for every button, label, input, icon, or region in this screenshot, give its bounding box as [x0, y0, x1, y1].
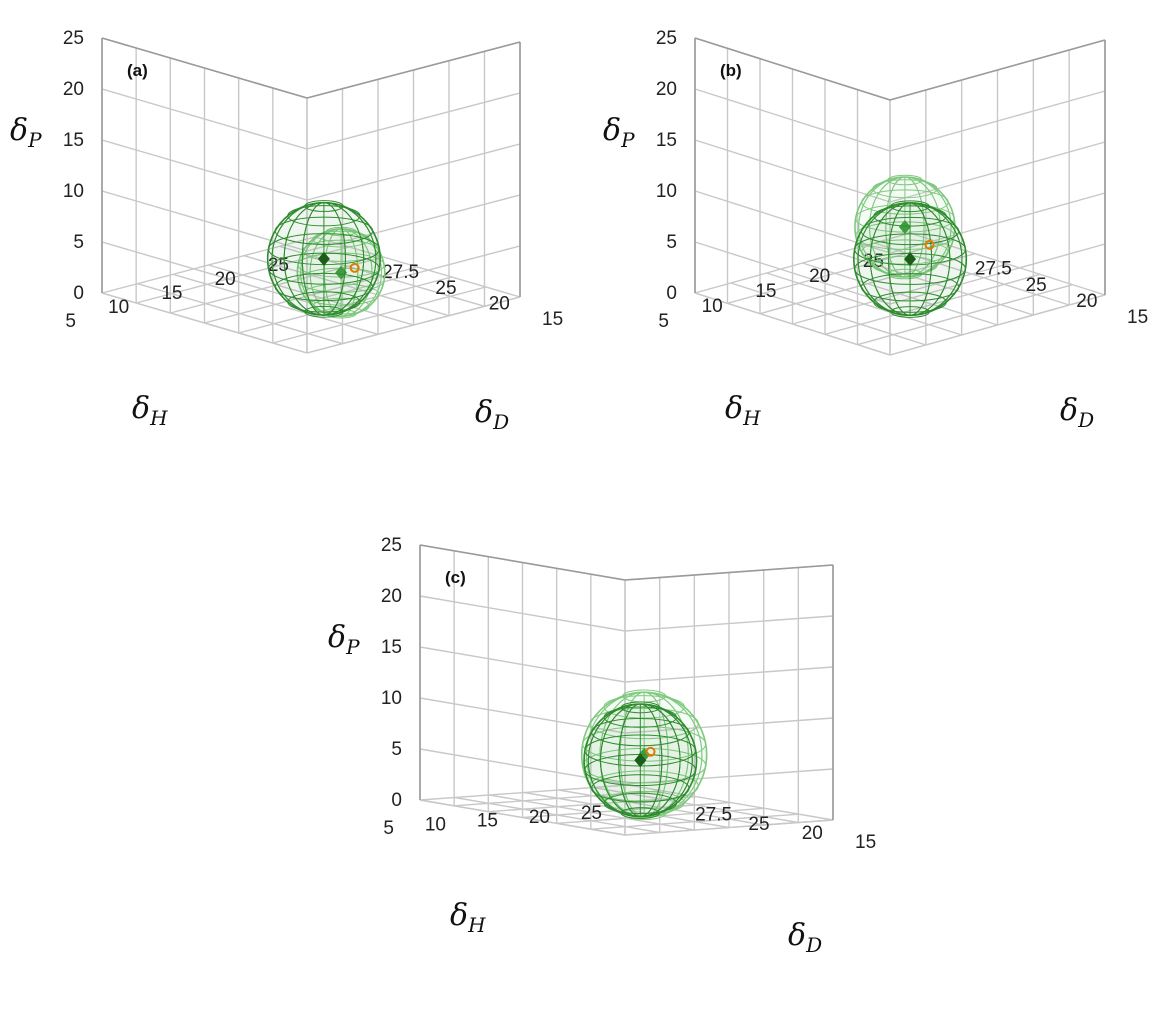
- tick-dp: 20: [63, 79, 84, 100]
- tick-dd: 25: [748, 814, 769, 835]
- sphere-dark: [266, 200, 381, 318]
- tick-dp: 5: [73, 232, 84, 253]
- tick-dd: 20: [1076, 291, 1097, 312]
- tick-dh: 15: [755, 281, 776, 302]
- tick-dd: 15: [1127, 307, 1148, 328]
- tick-dp: 0: [391, 790, 402, 811]
- tick-dh: 10: [425, 814, 446, 835]
- tick-dd: 25: [1026, 275, 1047, 296]
- tick-dh: 15: [477, 811, 498, 832]
- axis-label-dd: δD: [1060, 393, 1094, 432]
- tick-dh: 20: [215, 269, 236, 290]
- tick-dh: 10: [702, 296, 723, 317]
- grid: [694, 37, 1106, 356]
- tick-dh: 10: [108, 297, 129, 318]
- sphere-dark: [852, 200, 968, 318]
- tick-dd: 27.5: [975, 259, 1012, 280]
- axis-label-dd: δD: [475, 395, 509, 434]
- axis-label-dp: δP: [328, 620, 360, 659]
- tick-dh: 25: [581, 803, 602, 824]
- sphere-center: [317, 251, 330, 266]
- tick-dp: 10: [381, 688, 402, 709]
- sphere-center: [898, 220, 911, 234]
- panel-label: (c): [445, 568, 466, 587]
- tick-dd: 20: [489, 293, 510, 314]
- tick-dp: 10: [63, 181, 84, 202]
- tick-dd: 25: [435, 278, 456, 299]
- tick-dd: 27.5: [382, 262, 419, 283]
- tick-dd: 20: [802, 823, 823, 844]
- panel-label: (b): [720, 61, 742, 80]
- tick-dp: 10: [656, 181, 677, 202]
- tick-dh: 5: [383, 818, 394, 839]
- tick-dp: 25: [63, 28, 84, 49]
- axis-label-dh: δH: [725, 391, 761, 430]
- tick-dh: 5: [658, 311, 669, 332]
- tick-dp: 20: [656, 79, 677, 100]
- sphere-center: [634, 753, 647, 768]
- tick-dh: 15: [161, 283, 182, 304]
- axis-label-dp: δP: [10, 113, 42, 152]
- axis-label-dh: δH: [132, 391, 168, 430]
- panel-label: (a): [127, 61, 148, 80]
- tick-dh: 20: [809, 266, 830, 287]
- tick-dp: 0: [73, 283, 84, 304]
- tick-dp: 5: [666, 232, 677, 253]
- sphere-light: [854, 174, 956, 280]
- axis-label-dd: δD: [788, 918, 822, 957]
- tick-dp: 15: [63, 130, 84, 151]
- tick-dp: 25: [381, 535, 402, 556]
- solvent-point: [349, 262, 360, 273]
- sphere-center: [904, 252, 917, 267]
- axis-label-dh: δH: [450, 898, 486, 937]
- tick-dp: 5: [391, 739, 402, 760]
- tick-dp: 25: [656, 28, 677, 49]
- sphere-dark: [583, 701, 698, 819]
- solvent-point: [645, 746, 656, 757]
- tick-dh: 20: [529, 807, 550, 828]
- tick-dd: 15: [855, 832, 876, 853]
- tick-dd: 27.5: [695, 805, 732, 826]
- chart-panel-3: 0 5 10 15 20 25 5 10 15 20 25 15 20 25 27.5 δP δH δD (c): [328, 535, 876, 957]
- tick-dp: 15: [381, 637, 402, 658]
- grid: [419, 544, 834, 836]
- axis-label-dp: δP: [603, 113, 635, 152]
- tick-dh: 5: [65, 311, 76, 332]
- tick-dd: 15: [542, 309, 563, 330]
- tick-dp: 0: [666, 283, 677, 304]
- solvent-point: [924, 239, 935, 250]
- tick-dp: 20: [381, 586, 402, 607]
- tick-dp: 15: [656, 130, 677, 151]
